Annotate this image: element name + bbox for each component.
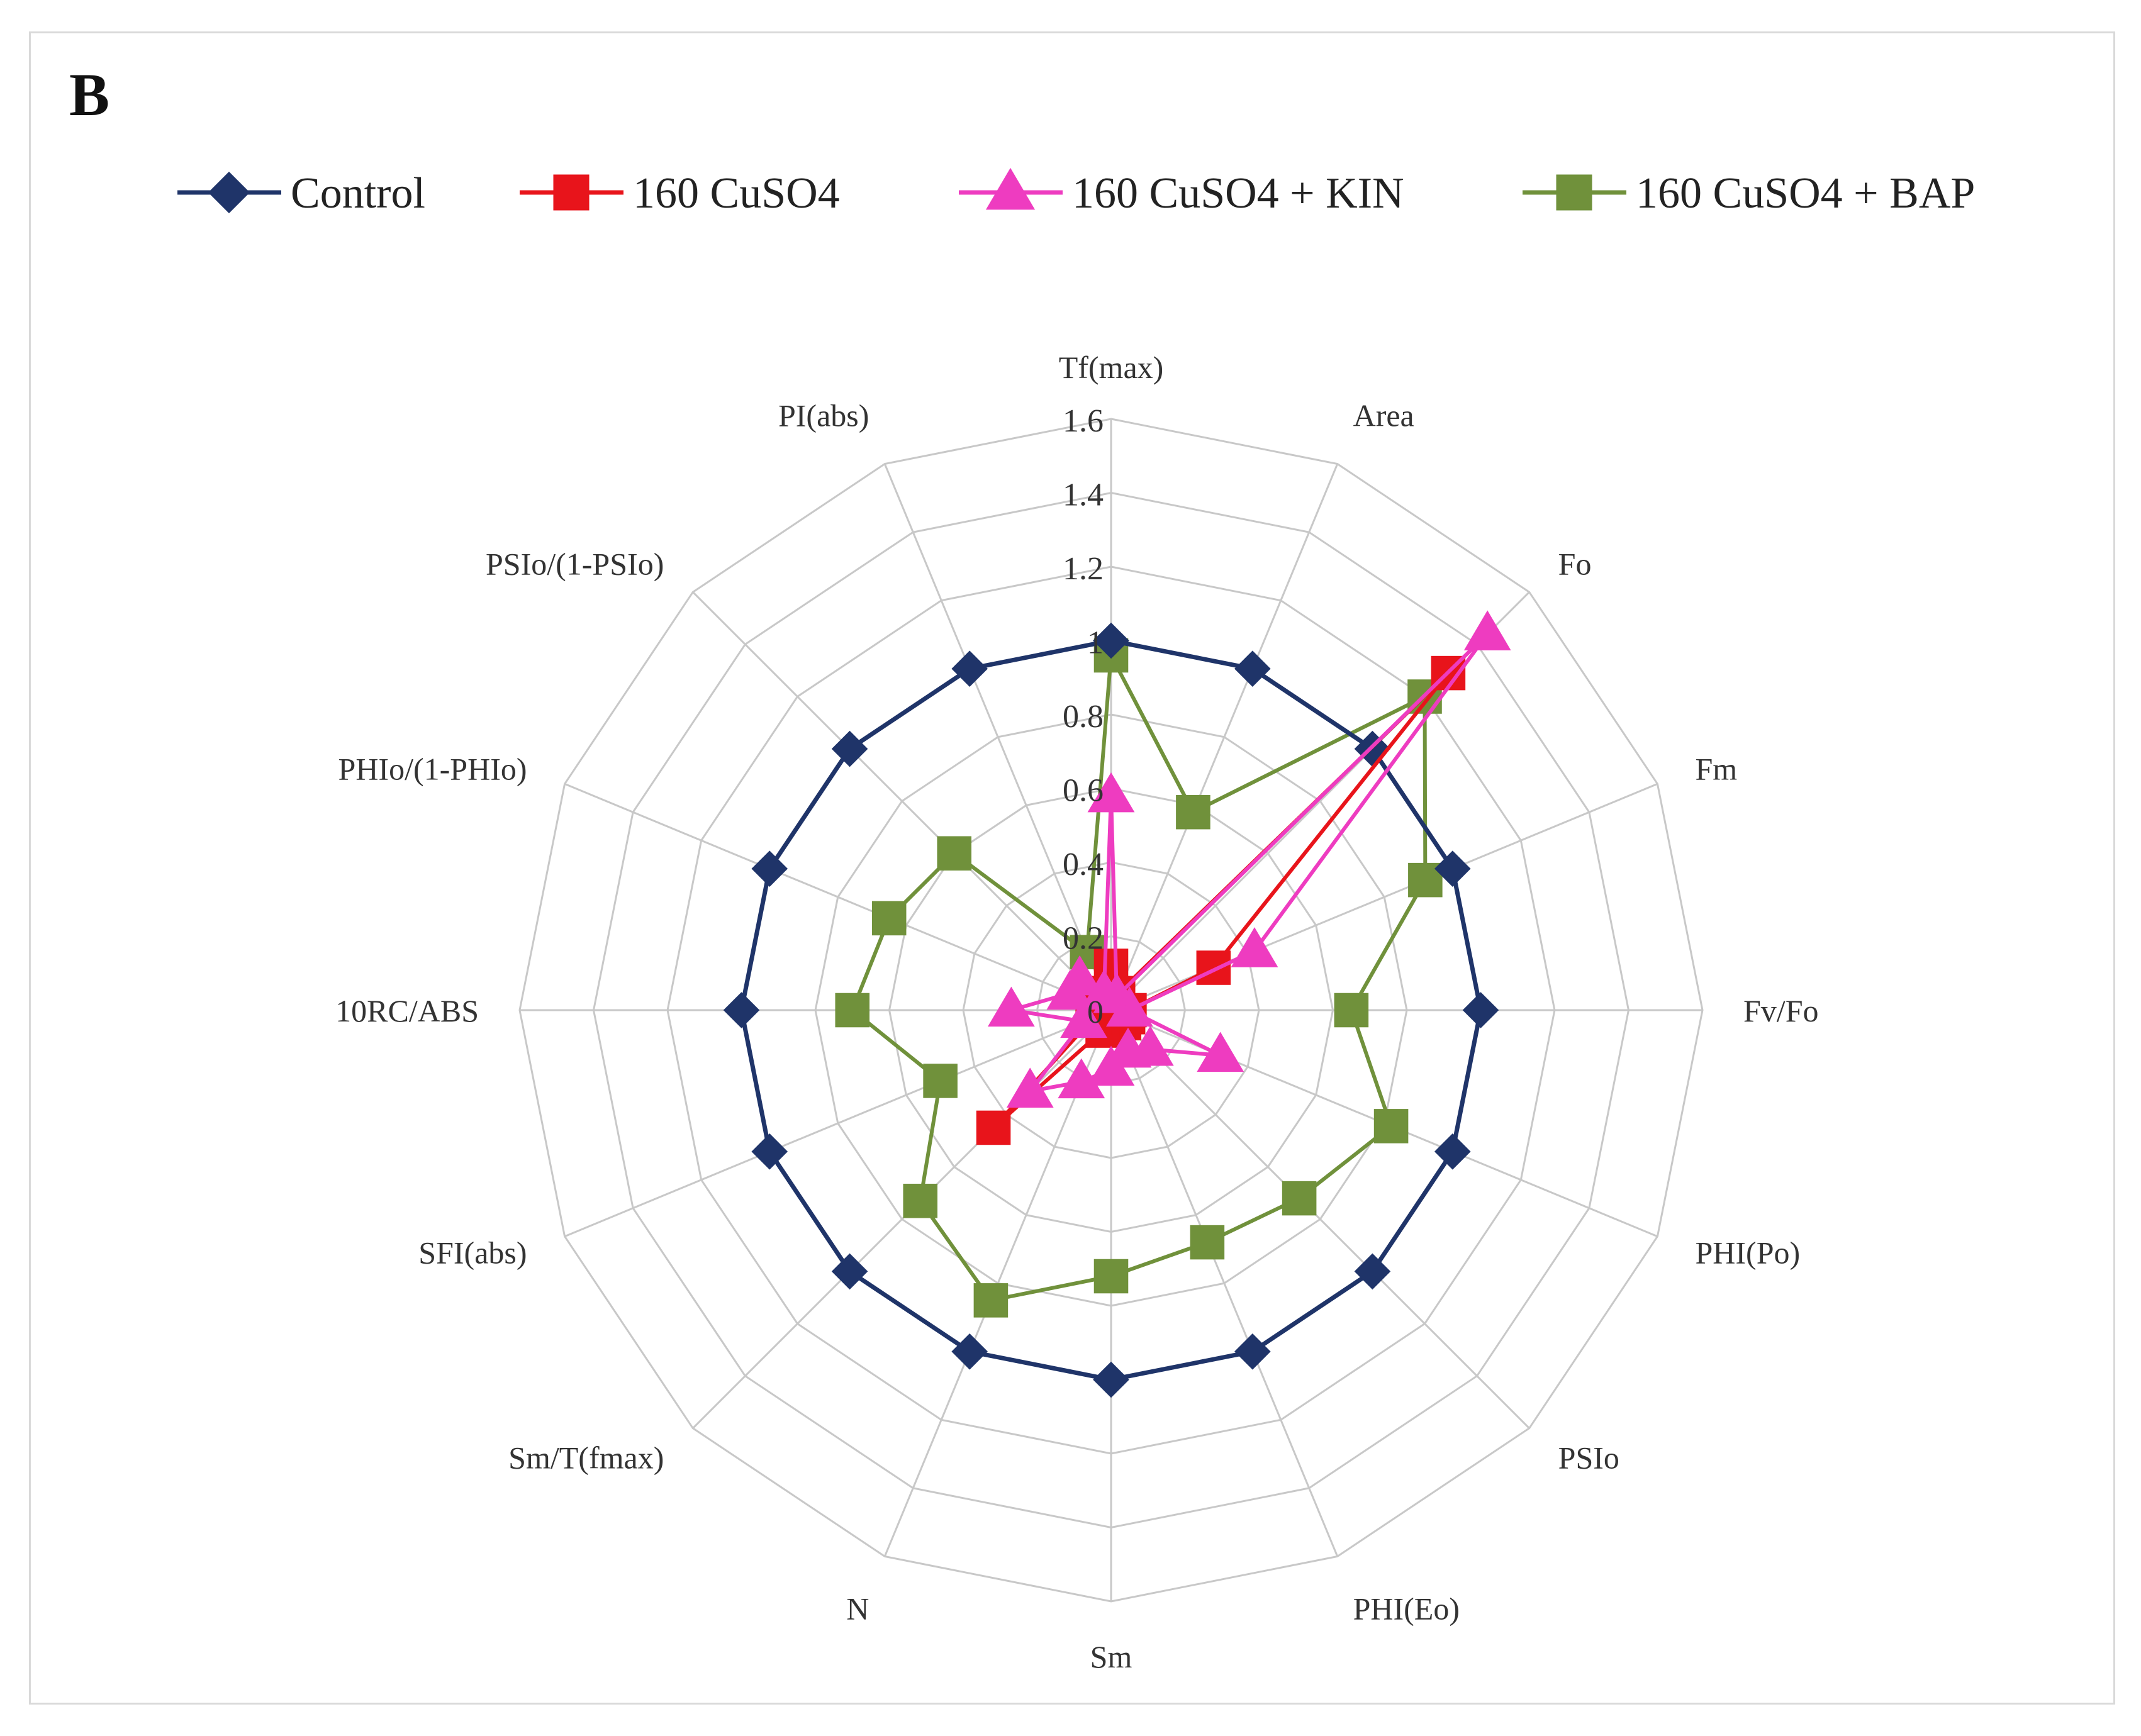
series-point [1354,1253,1391,1290]
axis-label: Fo [1558,546,1592,581]
legend-label: Control [291,169,425,218]
axis-label: 10RC/ABS [335,993,479,1028]
axis-spoke [692,1009,1112,1429]
series-point [1093,622,1129,659]
series-point [1282,1181,1317,1216]
legend: Control 160 CuSO4 160 CuSO4 + KIN 160 CuSO4… [177,167,1975,218]
series-point [1058,1058,1105,1099]
axis-label: PSIo/(1-PSIo) [486,546,664,581]
legend-item: Control [177,169,425,218]
axis-label: PHIo/(1-PHIo) [338,751,527,786]
legend-label: 160 CuSO4 + KIN [1072,169,1404,218]
series-point [1196,950,1231,985]
series-point [831,730,868,767]
series-point [723,992,760,1028]
series-point [751,850,788,887]
axis-label: Tf(max) [1059,350,1164,385]
series-point [831,1253,868,1290]
series-point [1434,1133,1471,1170]
axis-label: PHI(Po) [1695,1235,1800,1271]
tick-label: 1.4 [1063,477,1104,513]
legend-item: 160 CuSO4 + KIN [959,167,1404,218]
series-point [985,167,1036,210]
tick-label: 0.8 [1063,699,1104,735]
series-point [987,986,1035,1027]
series-point [1006,1067,1054,1108]
tick-labels: 0 0.2 0.4 0.6 0.8 1 1.2 1.4 1.6 [1063,403,1104,1030]
tick-label: 1.6 [1063,403,1104,439]
series-point [1463,610,1511,650]
series-point [1087,772,1135,813]
series-point [1334,993,1369,1028]
series-point [1087,1045,1135,1086]
axis-label: Fv/Fo [1743,993,1819,1028]
series-point [1080,969,1128,1010]
series-point [1234,650,1271,687]
series-point [976,1110,1011,1145]
series-point [835,993,870,1028]
series-point [1373,1109,1409,1143]
axis-labels: Tf(max) Area Fo Fm Fv/Fo PHI(Po) PSIo PHI(Eo) Sm… [335,350,1818,1674]
series-160-cuso4-kin [987,610,1511,1108]
axis-spoke [564,1009,1112,1238]
axis-label: N [846,1591,869,1626]
series-point [1056,955,1104,996]
tick-label: 1.2 [1063,551,1104,587]
series-point [871,901,907,936]
series-point [1462,992,1499,1028]
series-point [903,1183,938,1218]
series-point [951,1333,988,1370]
axis-label: Sm/T(fmax) [508,1440,664,1476]
axis-spoke [1110,463,1339,1011]
series-point [1060,998,1107,1038]
legend-label: 160 CuSO4 [633,169,840,218]
series-point [1176,794,1210,830]
series-point [951,650,988,687]
tick-label: 0.6 [1063,773,1104,809]
axis-label: Sm [1090,1639,1132,1674]
panel-label: B [69,61,110,128]
axis-label: PI(abs) [778,398,869,433]
axis-label: Fm [1695,751,1737,786]
tick-label: 0.4 [1063,847,1104,882]
series-point [553,174,590,211]
series-point [1190,1225,1225,1260]
axis-spoke [1110,1009,1530,1429]
axis-spoke [1110,1010,1339,1557]
series-160-cuso4-bap [835,638,1443,1318]
series-point [923,1064,958,1098]
series-point [1197,1032,1244,1072]
series-point [208,171,250,214]
series-line [850,648,1428,1303]
series-point [937,836,972,871]
series-point [1105,986,1153,1027]
series-layer [723,610,1511,1398]
legend-label: 160 CuSO4 + BAP [1636,169,1975,218]
chart-frame [29,31,2115,1705]
series-point [1234,1333,1271,1370]
series-point [751,1133,788,1170]
series-point [973,1283,1009,1318]
tick-label: 0.2 [1063,921,1104,957]
axis-label: Area [1353,398,1414,433]
legend-item: 160 CuSO4 + BAP [1523,169,1975,218]
tick-label: 0 [1087,994,1104,1030]
legend-item: 160 CuSO4 [520,169,840,218]
axis-spoke [564,782,1112,1011]
series-point [1093,1259,1129,1294]
series-control [723,622,1499,1398]
series-point [1093,1361,1129,1398]
tick-label: 1 [1087,625,1104,661]
axis-label: SFI(abs) [418,1235,527,1271]
series-point [1434,850,1471,887]
series-point [1231,927,1278,967]
axis-spoke [883,463,1112,1011]
series-point [1556,174,1592,211]
axis-spoke [692,591,1112,1011]
axis-label: PSIo [1558,1440,1619,1476]
axis-label: PHI(Eo) [1353,1591,1460,1626]
